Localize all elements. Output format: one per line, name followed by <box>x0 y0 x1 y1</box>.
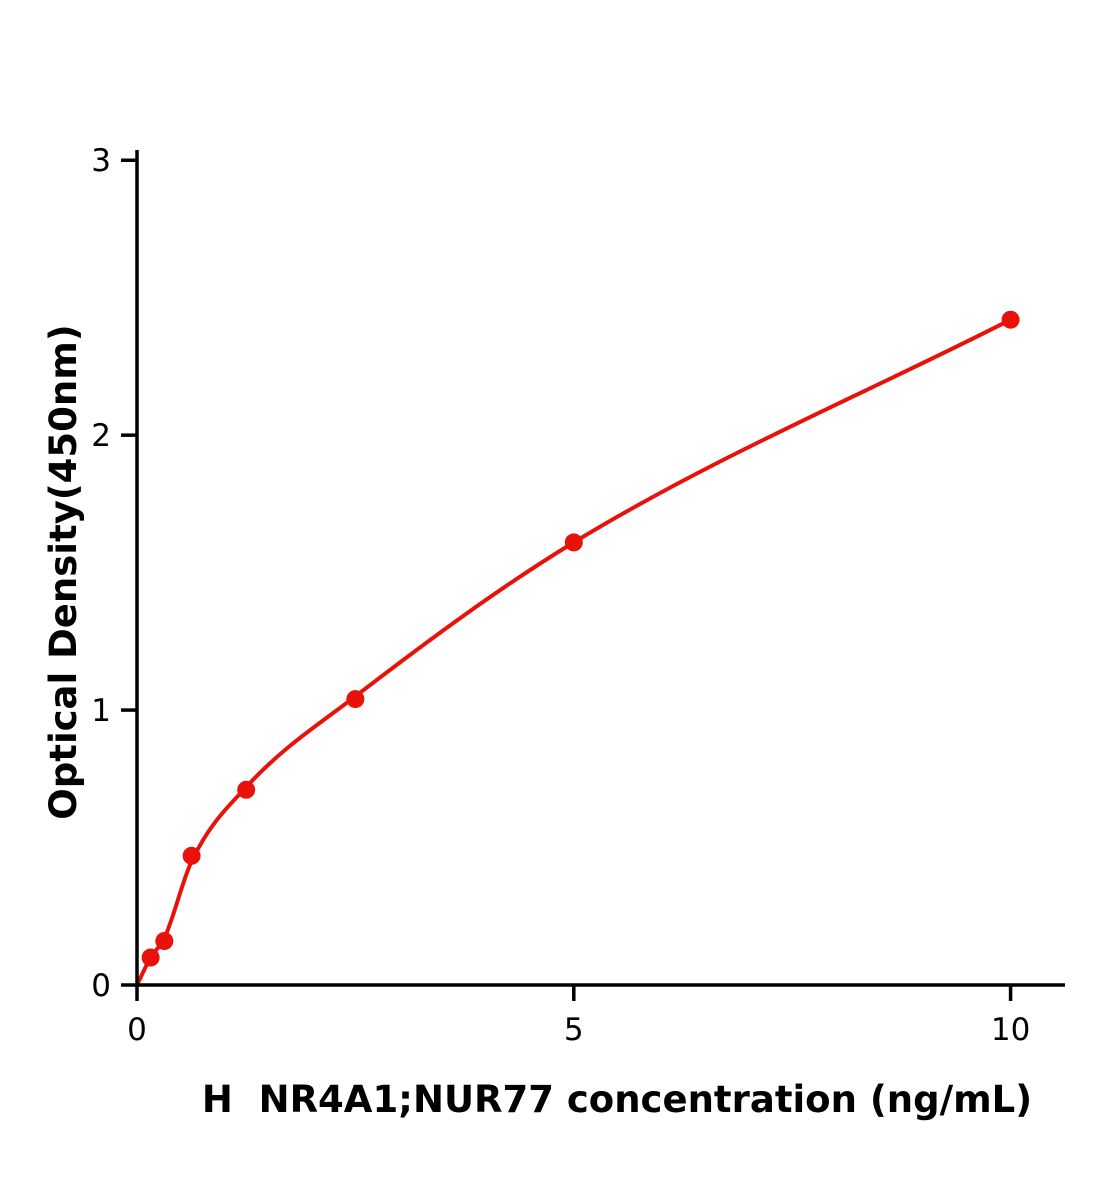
data-point <box>237 780 256 799</box>
data-point <box>155 932 174 951</box>
data-point <box>564 533 583 552</box>
data-point <box>141 948 160 967</box>
x-tick-label: 5 <box>564 1012 584 1048</box>
x-tick-label: 10 <box>991 1012 1030 1048</box>
y-axis-label: Optical Density(450nm) <box>42 324 85 819</box>
y-tick-label: 1 <box>91 693 111 729</box>
data-point <box>346 690 365 709</box>
x-axis-label: H NR4A1;NUR77 concentration (ng/mL) <box>202 1078 1032 1121</box>
data-point <box>182 846 201 865</box>
y-tick-label: 0 <box>91 968 111 1004</box>
x-tick-label: 0 <box>127 1012 147 1048</box>
y-tick-label: 3 <box>91 143 111 179</box>
fit-curve <box>135 317 1013 987</box>
data-point <box>1001 310 1020 329</box>
y-tick-label: 2 <box>91 418 111 454</box>
plot-area: 0 5 10 0 1 2 3 <box>91 143 1065 1048</box>
